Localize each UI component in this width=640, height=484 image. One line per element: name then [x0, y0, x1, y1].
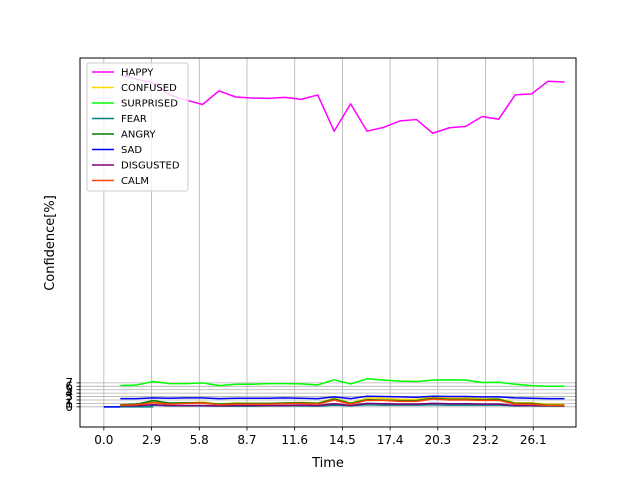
x-tick-label: 5.8	[190, 433, 209, 447]
series-line-happy	[120, 74, 565, 134]
series-lines	[103, 74, 565, 408]
y-tick-label: 0	[65, 400, 73, 414]
legend-label-fear: FEAR	[121, 114, 147, 125]
legend-label-sad: SAD	[121, 145, 142, 156]
series-line-sad	[120, 395, 565, 400]
x-tick-label: 20.3	[424, 433, 451, 447]
x-tick-label: 8.7	[237, 433, 256, 447]
x-tick-label: 26.1	[520, 433, 547, 447]
series-line-surprised	[120, 378, 565, 388]
series-line-calm	[120, 398, 565, 407]
legend-box	[86, 62, 189, 192]
y-tick-label: 4	[65, 386, 73, 400]
x-tick-label: 0.0	[94, 433, 113, 447]
y-tick-label: 6	[65, 379, 73, 393]
x-axis-ticks: 0.0 2.9 5.8 8.7 11.6 14.5 17.4 20.3 23.2 26.1	[94, 427, 547, 447]
legend-label-surprised: SURPRISED	[121, 99, 178, 110]
y-tick-label: 7	[65, 376, 73, 390]
y-tick-label: 2	[65, 393, 73, 407]
y-tick-label: 1	[65, 396, 73, 410]
legend: HAPPY CONFUSED SURPRISED FEAR ANGRY SAD DISGUS…	[86, 62, 189, 192]
legend-label-calm: CALM	[121, 176, 149, 187]
x-tick-label: 11.6	[281, 433, 308, 447]
x-tick-label: 17.4	[377, 433, 404, 447]
series-line-disgusted	[120, 402, 565, 407]
legend-label-confused: CONFUSED	[121, 83, 177, 94]
y-tick-label: 3	[65, 390, 73, 404]
axes-frame	[79, 57, 577, 428]
legend-label-angry: ANGRY	[121, 130, 156, 141]
x-tick-label: 23.2	[472, 433, 499, 447]
x-tick-label: 14.5	[329, 433, 356, 447]
legend-label-happy: HAPPY	[121, 68, 154, 79]
x-axis-label: Time	[311, 456, 344, 471]
y-tick-label: 5	[65, 383, 73, 397]
x-tick-label: 2.9	[142, 433, 161, 447]
y-axis-label: Confidence[%]	[43, 195, 58, 291]
legend-label-disgusted: DISGUSTED	[121, 161, 180, 172]
